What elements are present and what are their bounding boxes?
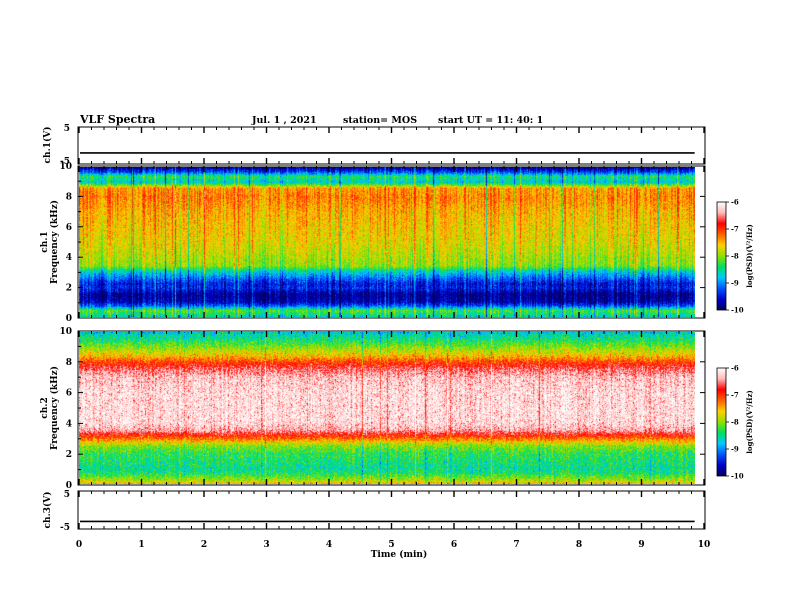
time-tick-label: 8 <box>576 540 582 550</box>
frequency-tick-label: 8 <box>66 192 72 202</box>
frequency-tick-label: 4 <box>66 253 72 263</box>
time-tick-label: 6 <box>451 540 457 550</box>
figure-title: VLF Spectra <box>79 113 155 126</box>
time-tick-label: 10 <box>698 540 711 550</box>
colorbar-tick-label: -6 <box>731 198 739 207</box>
time-axis-label: Time (min) <box>371 549 428 560</box>
frequency-tick-label: 10 <box>59 327 72 337</box>
ch1-voltage-tick-bottom: -5 <box>60 157 70 167</box>
ch3-voltage-tick-top: 5 <box>64 490 70 500</box>
date-label: Jul. 1 , 2021 <box>251 115 317 126</box>
time-tick-label: 9 <box>638 540 644 550</box>
spectrogram-raster <box>79 167 695 317</box>
colorbar-tick-label: -7 <box>731 391 739 400</box>
ch3-voltage-panel: 5 -5 ch.3(V) <box>42 490 706 533</box>
ch2-frequency-ylabel: Frequency (kHz) <box>49 366 60 450</box>
colorbar-tick-label: -8 <box>731 252 739 261</box>
ch1-frequency-ticks: 0 2 4 6 8 10 <box>59 162 705 324</box>
spectrogram-raster <box>79 332 695 484</box>
ch1-voltage-frame <box>77 126 706 165</box>
frequency-tick-label: 4 <box>66 419 72 429</box>
ch3-voltage-x-ticks <box>78 491 705 529</box>
colorbar-tick-label: -10 <box>731 472 744 481</box>
colorbar-tick-label: -10 <box>731 306 744 315</box>
ch1-spectrogram-panel: 0 2 4 6 8 10 ch.1 Frequency (kHz) -6 -7 -8 -9 -10… <box>40 162 754 324</box>
frequency-tick-label: 0 <box>66 314 72 324</box>
colorbar-tick-label: -7 <box>731 225 739 234</box>
colorbar-label: log(PSD)(V²/Hz) <box>745 390 754 454</box>
time-tick-label: 1 <box>138 540 144 550</box>
ch3-voltage-tick-bottom: -5 <box>60 523 70 533</box>
ch1-frequency-ylabel: Frequency (kHz) <box>49 200 60 284</box>
ch1-spectrogram-x-ticks <box>78 166 705 318</box>
ch2-channel-label: ch.2 <box>40 397 50 418</box>
frequency-tick-label: 10 <box>59 162 72 172</box>
colorbar-tick-label: -9 <box>731 279 739 288</box>
time-tick-label: 7 <box>513 540 519 550</box>
frequency-tick-label: 2 <box>66 284 72 294</box>
ch1-voltage-tick-top: 5 <box>64 124 70 134</box>
time-tick-label: 0 <box>76 540 82 550</box>
time-tick-label: 4 <box>326 540 332 550</box>
ch1-channel-label: ch.1 <box>40 231 50 252</box>
ch2-colorbar: -6 -7 -8 -9 -10 log(PSD)(V²/Hz) <box>716 364 754 481</box>
ch1-colorbar: -6 -7 -8 -9 -10 log(PSD)(V²/Hz) <box>716 198 754 315</box>
colorbar-gradient <box>716 201 727 311</box>
colorbar-gradient <box>716 367 727 477</box>
colorbar-tick-label: -8 <box>731 418 739 427</box>
time-tick-label: 5 <box>388 540 394 550</box>
ch2-spectrogram-panel: 0 2 4 6 8 10 ch.2 Frequency (kHz) -6 -7 -8 -9 -10… <box>40 327 754 491</box>
ch1-voltage-ylabel: ch.1(V) <box>42 127 53 164</box>
start-time-label: start UT = 11: 40: 1 <box>438 115 543 126</box>
ch1-voltage-x-ticks <box>78 127 705 164</box>
ch1-voltage-panel: 5 -5 ch.1(V) <box>42 124 706 167</box>
ch2-spectrogram-x-ticks <box>78 331 705 485</box>
colorbar-label: log(PSD)(V²/Hz) <box>745 224 754 288</box>
colorbar-tick-label: -9 <box>731 445 739 454</box>
frequency-tick-label: 2 <box>66 450 72 460</box>
time-axis-tick-labels: 0 1 2 3 4 5 6 7 8 9 10 <box>76 540 710 550</box>
frequency-tick-label: 6 <box>66 389 72 399</box>
ch3-voltage-ylabel: ch.3(V) <box>42 492 53 529</box>
frequency-tick-label: 0 <box>66 481 72 491</box>
ch2-frequency-ticks: 0 2 4 6 8 10 <box>59 327 705 491</box>
frequency-tick-label: 6 <box>66 223 72 233</box>
colorbar-tick-label: -6 <box>731 364 739 373</box>
frequency-tick-label: 8 <box>66 358 72 368</box>
ch1-spectrogram-image <box>79 167 695 317</box>
time-tick-label: 2 <box>201 540 207 550</box>
time-tick-label: 3 <box>263 540 269 550</box>
station-label: station= MOS <box>343 115 417 126</box>
ch2-spectrogram-image <box>79 332 695 484</box>
